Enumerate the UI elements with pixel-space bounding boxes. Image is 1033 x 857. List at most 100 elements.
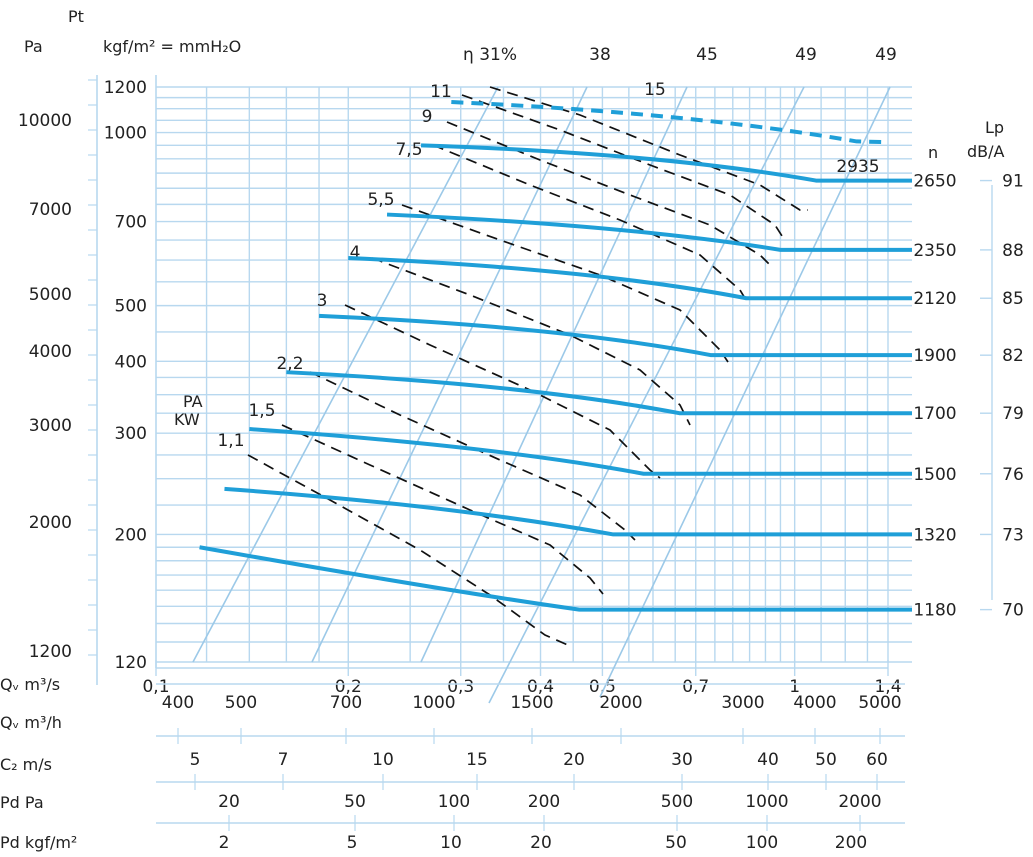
pa-tick-label: 2000 — [29, 513, 72, 533]
pa-tick-label: 1200 — [29, 642, 72, 662]
power-label: 4 — [350, 243, 361, 263]
power-curve — [309, 371, 636, 541]
speed-curve — [318, 313, 912, 358]
scale-tick-label: 20 — [530, 833, 552, 853]
scale-tick-label: 700 — [330, 693, 362, 713]
pt-label: Pt — [68, 7, 84, 26]
power-curve — [344, 304, 661, 479]
scale-tick-label: 30 — [671, 750, 693, 770]
power-curve — [371, 257, 691, 426]
efficiency-label: η 31% — [463, 45, 517, 65]
pd-kgf-label: Pd kgf/m² — [0, 833, 77, 852]
speed-curve — [286, 370, 912, 416]
speed-curve — [224, 486, 912, 537]
scale-tick-label: 60 — [866, 750, 888, 770]
bottom-scales: 400 500 700 1000 1500 2000 3000 4000 5000 5 7 10 15 2… — [156, 683, 905, 853]
speed-label: 2120 — [913, 289, 956, 309]
power-label: 9 — [422, 107, 433, 127]
efficiency-lines: η 31% 38 45 49 49 — [192, 45, 897, 704]
scale-tick-label: 100 — [746, 833, 778, 853]
speed-label: 1900 — [913, 346, 956, 366]
power-curve — [281, 424, 604, 595]
qv-m3s-label: Qᵥ m³/s — [0, 675, 60, 694]
qv-m3s-tick-label: 0,7 — [682, 677, 709, 697]
power-label: 1,1 — [217, 431, 244, 451]
lp-label: 88 — [1002, 241, 1024, 261]
scale-tick-label: 500 — [661, 792, 693, 812]
speed-curve — [420, 143, 912, 183]
power-label: 7,5 — [395, 140, 422, 160]
pa-kw-label-1: PA — [183, 392, 203, 411]
speed-label: 2650 — [913, 172, 956, 192]
lp-label: 82 — [1002, 346, 1024, 366]
efficiency-line — [488, 86, 805, 704]
pa-tick-label: 10000 — [18, 111, 72, 131]
speed-label: 2935 — [836, 157, 879, 177]
power-curve — [432, 144, 747, 301]
qv-m3s-tick-label: 1 — [789, 677, 800, 697]
scale-tick-label: 10 — [440, 833, 462, 853]
power-label: 15 — [644, 80, 666, 100]
lp-label: 76 — [1002, 465, 1024, 485]
power-label: 3 — [317, 291, 328, 311]
scale-tick-label: 15 — [466, 750, 488, 770]
efficiency-line — [311, 86, 588, 663]
kgf-label: kgf/m² = mmH₂O — [103, 37, 241, 56]
pa-tick-label: 7000 — [29, 200, 72, 220]
speed-curve — [249, 427, 912, 476]
kgf-tick-label: 200 — [115, 525, 147, 545]
kgf-tick-label: 700 — [115, 213, 147, 233]
power-curve — [461, 94, 783, 237]
power-curve — [247, 454, 571, 647]
scale-tick-label: 5 — [347, 833, 358, 853]
qv-m3s-tick-label: 0,4 — [527, 677, 554, 697]
scale-tick-label: 1000 — [412, 693, 455, 713]
scale-tick-label: 20 — [218, 792, 240, 812]
qv-m3s-tick-label: 0,5 — [589, 677, 616, 697]
power-curves: 1,11,5 2,2 3 4 5,5 7,59 11 15 — [217, 80, 808, 647]
lp-label: 91 — [1002, 172, 1024, 192]
pa-label: Pa — [24, 37, 43, 56]
lp-unit: dB/A — [967, 142, 1005, 161]
speed-curve — [386, 212, 912, 252]
power-label: 1,5 — [248, 401, 275, 421]
speed-label: 1320 — [913, 525, 956, 545]
scale-tick-label: 400 — [162, 693, 194, 713]
scale-tick-label: 50 — [815, 750, 837, 770]
speed-label: 1500 — [913, 465, 956, 485]
power-label: 2,2 — [276, 354, 303, 374]
kgf-tick-label: 1000 — [104, 124, 147, 144]
lp-label: 70 — [1002, 601, 1024, 621]
lp-label: Lp — [985, 118, 1004, 137]
c2-label: C₂ m/s — [0, 755, 52, 774]
speed-curves: 1180 70 1320 73 1500 76 1700 79 1900 82 2120 85 2350… — [199, 100, 1024, 621]
power-label: 5,5 — [367, 190, 394, 210]
power-curve — [489, 86, 808, 211]
speed-label: 1700 — [913, 404, 956, 424]
scale-tick-label: 50 — [344, 792, 366, 812]
scale-tick-label: 5 — [190, 750, 201, 770]
speed-label: 2350 — [913, 241, 956, 261]
qv-m3s-tick-label: 0,3 — [447, 677, 474, 697]
scale-tick-label: 2000 — [838, 792, 881, 812]
pa-tick-label: 3000 — [29, 416, 72, 436]
speed-curve — [451, 100, 889, 145]
speed-curve — [199, 545, 912, 612]
efficiency-label: 49 — [875, 45, 897, 65]
kgf-tick-label: 500 — [115, 297, 147, 317]
scale-tick-label: 3000 — [721, 693, 764, 713]
qv-m3h-label: Qᵥ m³/h — [0, 713, 62, 732]
n-label: n — [928, 143, 938, 162]
qv-m3s-tick-label: 0,2 — [335, 677, 362, 697]
power-curve — [401, 204, 729, 363]
scale-tick-label: 100 — [438, 792, 470, 812]
scale-tick-label: 5000 — [858, 693, 901, 713]
scale-tick-label: 2 — [219, 833, 230, 853]
power-curve — [446, 121, 771, 266]
lp-label: 79 — [1002, 404, 1024, 424]
scale-tick-label: 500 — [225, 693, 257, 713]
kgf-tick-label: 120 — [115, 653, 147, 673]
grid: 1000070005000400030002000120012001000700… — [18, 75, 912, 697]
efficiency-line — [420, 86, 688, 663]
